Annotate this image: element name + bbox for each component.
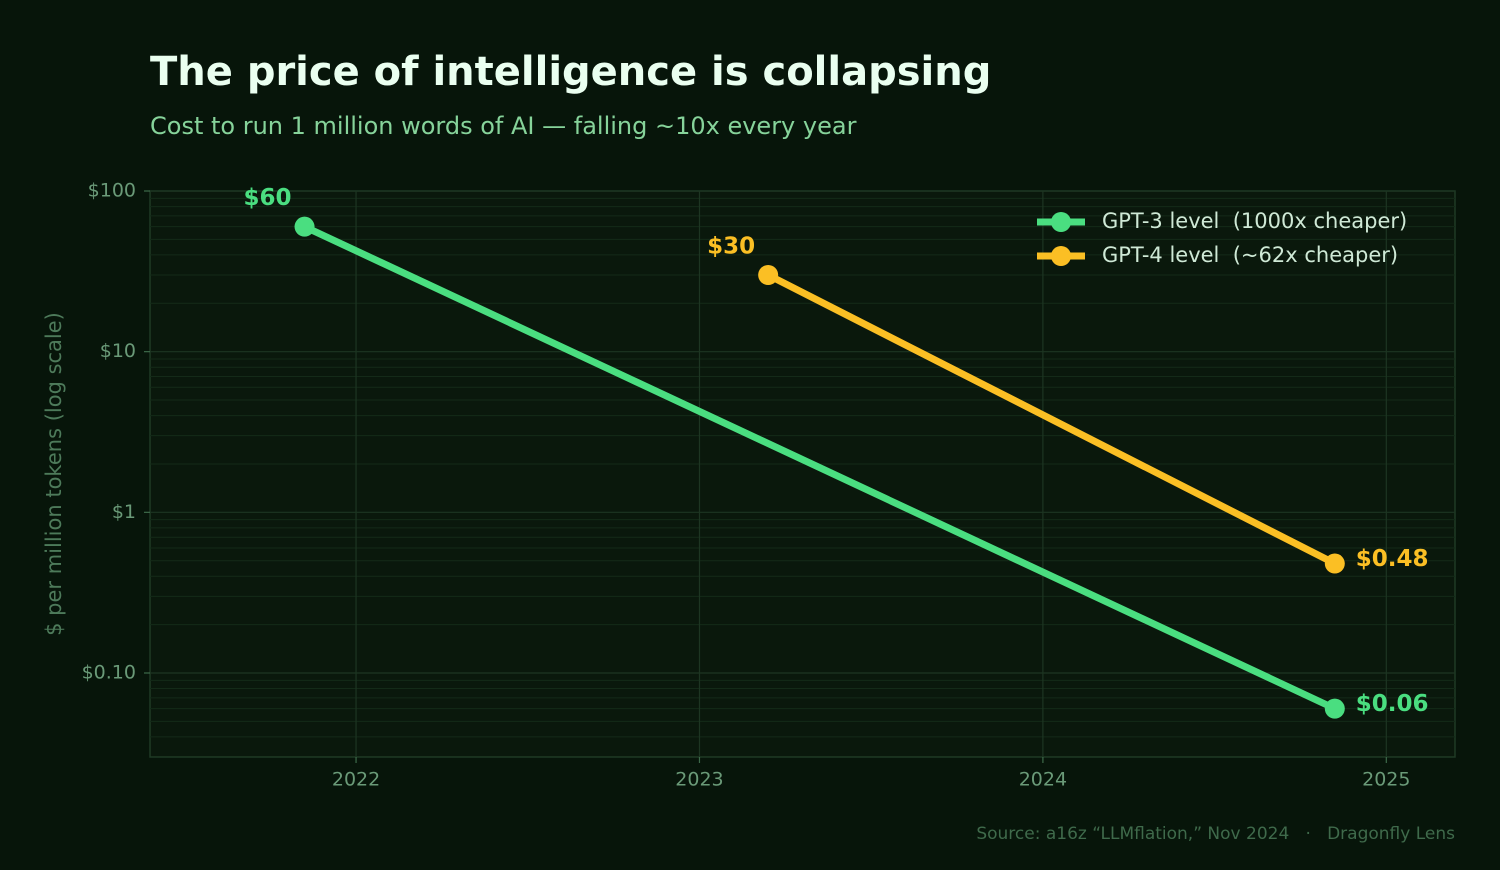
source-note: Source: a16z “LLMflation,” Nov 2024 · Dr… (976, 824, 1455, 844)
chart-subtitle: Cost to run 1 million words of AI — fall… (150, 112, 857, 140)
y-tick-label: $10 (100, 340, 136, 362)
x-tick-label: 2024 (1019, 769, 1067, 791)
data-point (1324, 553, 1345, 574)
data-label: $60 (244, 185, 292, 211)
x-tick-label: 2025 (1362, 769, 1410, 791)
series-line (764, 271, 1339, 568)
y-axis-label: $ per million tokens (log scale) (42, 312, 66, 636)
x-tick-label: 2023 (675, 769, 723, 791)
chart-title: The price of intelligence is collapsing (150, 49, 991, 95)
legend-marker (1051, 212, 1071, 232)
data-label: $0.48 (1356, 546, 1429, 572)
data-point (294, 216, 315, 237)
y-tick-label: $100 (88, 180, 136, 202)
series-line (301, 223, 1339, 713)
data-point (1324, 698, 1345, 719)
legend-label: GPT-4 level (~62x cheaper) (1102, 243, 1398, 267)
x-tick-label: 2022 (332, 769, 380, 791)
data-label: $0.06 (1356, 691, 1429, 717)
y-tick-label: $0.10 (82, 661, 136, 683)
legend-marker (1051, 246, 1071, 266)
data-label: $30 (707, 234, 755, 260)
data-point (758, 265, 779, 286)
legend-label: GPT-3 level (1000x cheaper) (1102, 209, 1407, 233)
y-tick-label: $1 (112, 501, 136, 523)
